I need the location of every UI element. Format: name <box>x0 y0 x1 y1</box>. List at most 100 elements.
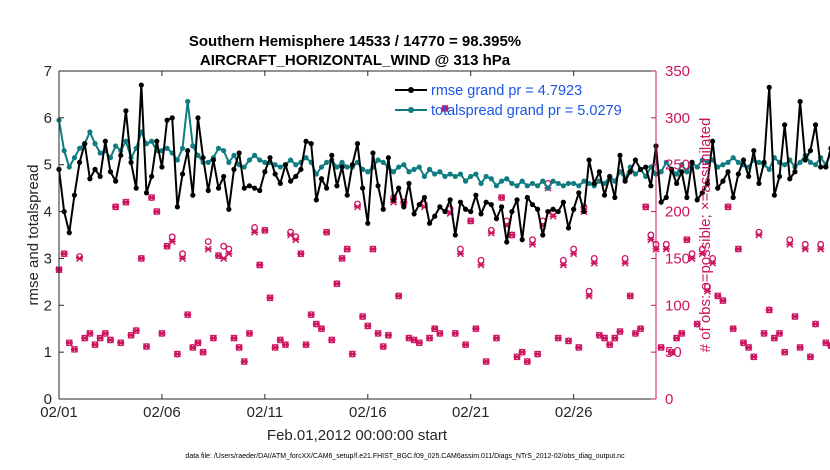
obs-assimilated-point <box>317 325 326 333</box>
obs-possible-point <box>688 250 696 258</box>
totalspread-point <box>277 164 283 170</box>
rmse-point <box>61 208 67 215</box>
rmse-point <box>149 173 155 180</box>
obs-assimilated-point <box>698 250 706 258</box>
obs-assimilated-point <box>353 203 362 211</box>
y-tick-label-left: 6 <box>44 110 52 127</box>
totalspread-point <box>560 183 566 189</box>
y-tick-label-right: 350 <box>665 63 690 80</box>
totalspread-point <box>519 178 525 184</box>
y-tick-label-left: 0 <box>44 391 52 408</box>
totalspread-point <box>293 162 299 168</box>
obs-assimilated-point <box>590 259 598 267</box>
rmse-point <box>329 152 335 158</box>
obs-assimilated-point <box>467 217 475 225</box>
y-tick-label-right: 50 <box>665 344 682 361</box>
obs-assimilated-point <box>379 342 387 351</box>
rmse-point <box>231 166 237 172</box>
rmse-point <box>478 211 484 217</box>
obs-assimilated-point <box>750 353 758 361</box>
obs-assimilated-point <box>472 325 480 333</box>
rmse-point <box>545 208 551 215</box>
rmse-point <box>787 176 793 182</box>
rmse-point <box>643 164 649 170</box>
obs-assimilated-markers <box>55 104 830 366</box>
obs-assimilated-point <box>719 297 727 305</box>
y-tick-label-right: 100 <box>665 297 690 314</box>
obs-assimilated-point <box>683 236 691 244</box>
rmse-point <box>164 117 170 123</box>
rmse-point <box>591 180 597 187</box>
totalspread-point <box>699 157 705 163</box>
rmse-point <box>179 171 186 177</box>
totalspread-point <box>679 162 685 168</box>
obs-assimilated-point <box>395 292 403 300</box>
obs-assimilated-point <box>729 325 737 333</box>
obs-assimilated-point <box>235 343 243 351</box>
y-tick-label-left: 7 <box>44 63 52 80</box>
rmse-point <box>390 197 397 203</box>
totalspread-point <box>658 169 664 175</box>
obs-possible-point <box>704 283 711 290</box>
legend: rmse grand pr = 4.7923 totalspread grand… <box>395 83 622 119</box>
totalspread-point <box>205 159 211 165</box>
rmse-point <box>514 197 520 203</box>
totalspread-point <box>812 162 819 168</box>
rmse-point <box>128 159 134 165</box>
obs-assimilated-point <box>462 341 470 349</box>
obs-assimilated-point <box>225 250 233 258</box>
rmse-point <box>143 190 150 196</box>
rmse-point <box>766 84 772 90</box>
totalspread-point <box>447 171 453 177</box>
totalspread-point <box>576 183 582 189</box>
obs-assimilated-point <box>60 250 68 258</box>
rmse-point <box>251 185 258 191</box>
totalspread-point <box>375 157 381 163</box>
obs-assimilated-point <box>678 329 686 337</box>
rmse-point <box>560 199 566 205</box>
totalspread-point <box>195 152 201 158</box>
rmse-point <box>318 176 325 182</box>
totalspread-point <box>318 164 325 170</box>
totalspread-point <box>406 169 412 175</box>
obs-assimilated-point <box>302 341 310 349</box>
totalspread-point <box>730 155 736 161</box>
totalspread-point <box>324 159 330 165</box>
rmse-point <box>627 169 633 175</box>
totalspread-point <box>550 178 556 184</box>
rmse-point <box>499 204 505 210</box>
rmse-point <box>406 180 412 187</box>
rmse-point <box>550 206 556 212</box>
obs-assimilated-point <box>564 337 573 345</box>
totalspread-point <box>499 178 505 184</box>
obs-assimilated-point <box>801 245 809 253</box>
obs-assimilated-point <box>142 342 151 351</box>
obs-possible-point <box>621 254 629 262</box>
rmse-point <box>622 178 628 184</box>
rmse-point <box>226 206 232 212</box>
rmse-point <box>668 166 675 172</box>
obs-assimilated-point <box>204 245 212 253</box>
obs-assimilated-point <box>657 343 665 351</box>
rmse-point <box>365 220 371 226</box>
obs-possible-point <box>559 256 567 264</box>
rmse-point <box>287 178 294 184</box>
rmse-point <box>159 164 165 170</box>
rmse-point <box>679 169 685 175</box>
obs-assimilated-point <box>812 320 820 328</box>
rmse-point <box>483 199 489 205</box>
rmse-point <box>776 173 783 180</box>
rmse-point <box>596 169 602 175</box>
obs-assimilated-point <box>492 334 500 342</box>
obs-assimilated-point <box>667 348 675 356</box>
y-tick-label-left: 3 <box>44 250 52 267</box>
chart-title-line1: Southern Hemisphere 14533 / 14770 = 98.3… <box>189 33 521 50</box>
rmse-point <box>601 192 608 198</box>
totalspread-point <box>339 159 345 165</box>
totalspread-point <box>262 159 268 165</box>
rmse-point <box>535 206 541 212</box>
totalspread-point <box>190 143 196 149</box>
rmse-point <box>375 183 381 189</box>
rmse-point <box>442 208 448 215</box>
obs-assimilated-point <box>173 350 181 358</box>
